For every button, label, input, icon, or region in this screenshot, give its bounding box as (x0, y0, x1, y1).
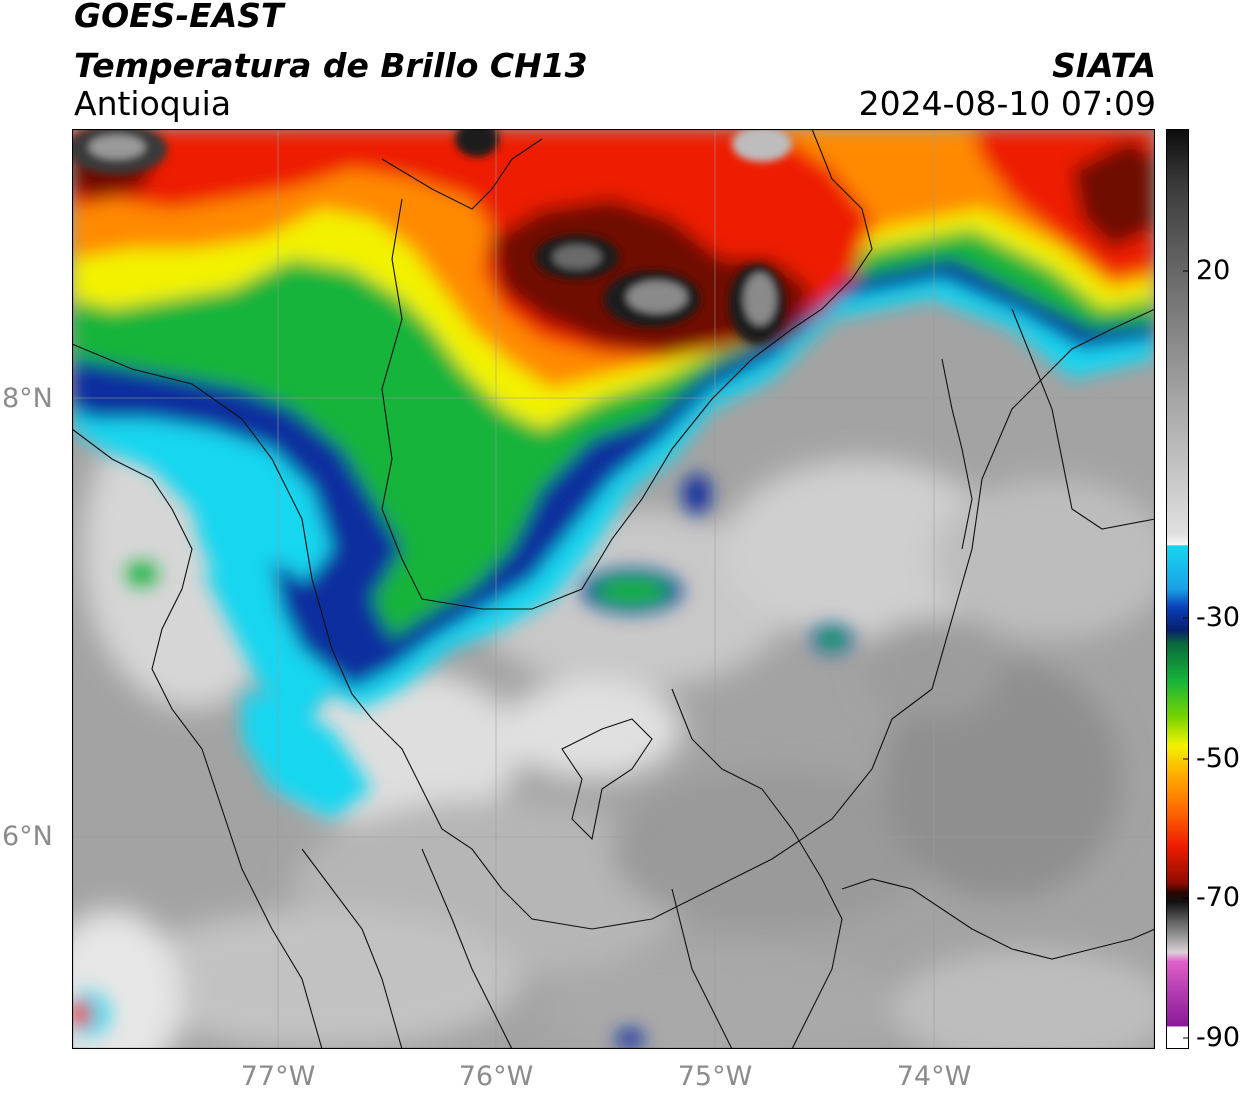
colorbar-ticks (1183, 270, 1189, 1039)
colorbar-border (1166, 129, 1189, 1049)
boundaries (72, 129, 1155, 1049)
colorbar-tick-minus90: -90 (1196, 1022, 1241, 1053)
colorbar-tick-minus70: -70 (1196, 882, 1241, 913)
satellite-map (72, 129, 1155, 1049)
colorbar-gradient (1166, 129, 1189, 1049)
satellite-title: GOES-EAST (74, 0, 284, 35)
lat-label-8n: 8°N (2, 383, 53, 414)
colorbar-tick-minus30: -30 (1196, 602, 1241, 633)
overshooting-tops (72, 129, 792, 344)
lon-label-75w: 75°W (677, 1061, 753, 1092)
product-title: Temperatura de Brillo CH13 (74, 46, 588, 85)
colorbar-tick-20: 20 (1196, 255, 1231, 286)
graticule (72, 129, 1155, 1049)
map-border (72, 129, 1155, 1049)
colorbar (1166, 129, 1189, 1049)
datetime-label: 2024-08-10 07:09 (858, 84, 1156, 123)
lon-label-77w: 77°W (240, 1061, 316, 1092)
lat-label-6n: 6°N (2, 821, 53, 852)
organization-label: SIATA (1052, 46, 1156, 85)
lon-label-74w: 74°W (896, 1061, 972, 1092)
lon-label-76w: 76°W (458, 1061, 534, 1092)
colorbar-tick-minus50: -50 (1196, 743, 1241, 774)
region-label: Antioquia (74, 84, 232, 123)
